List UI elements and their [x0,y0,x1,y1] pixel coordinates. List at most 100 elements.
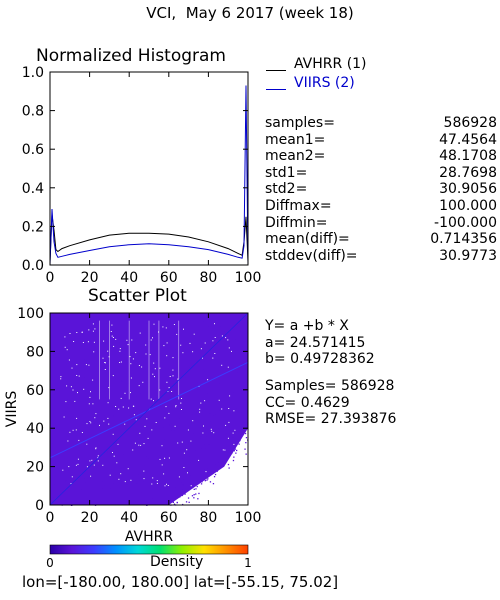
scatter-gap [198,459,200,461]
scatter-point [104,415,106,417]
scatter-point [166,395,169,398]
scatter-point [96,350,98,352]
scatter-point [90,481,92,483]
scatter-point [237,339,239,341]
scatter-point [96,338,98,340]
scatter-point [177,333,179,335]
scatter-point [209,412,211,414]
scatter-point [78,380,80,382]
scatter-point [200,444,203,446]
scatter-point [167,334,169,336]
scatter-point [96,356,98,358]
scatter-gap [81,331,83,333]
scatter-point [204,361,206,363]
scatter-gap [68,359,70,361]
scatter-point [234,323,236,325]
scatter-point [164,438,166,440]
scatter-point [105,384,107,386]
scatter-point [203,371,205,373]
scatter-point [169,437,171,439]
scatter-point [123,339,125,341]
scatter-point [98,425,100,427]
scatter-point [165,485,167,487]
scatter-gap [183,328,184,330]
scatter-gap [161,464,163,466]
scatter-point [98,483,101,486]
scatter-gap [165,406,167,408]
scatter-gap [227,339,229,341]
scatter-point [229,357,231,359]
scatter-point [207,425,209,427]
scatter-point [229,442,231,444]
scatter-point [75,410,77,412]
scatter-point [184,493,186,495]
scatter-gap [174,425,176,427]
scatter-point [110,352,112,354]
scatter-point [140,317,142,319]
scatter-point [138,449,141,451]
scatter-point [166,472,168,474]
stat-value: 28.7698 [439,164,497,181]
scatter-point [201,461,203,463]
scatter-point [224,379,227,381]
scatter-point [212,419,215,421]
scatter-gap [82,342,84,343]
scatter-point [173,503,176,505]
scatter-point [184,426,186,428]
scatter-point [84,447,86,449]
scatter-gap [199,408,201,410]
scatter-point [245,442,247,444]
scatter-point [197,498,199,500]
scatter-point [63,477,65,480]
scatter-gap [150,339,152,341]
scatter-point [96,462,98,464]
scatter-point [94,488,97,490]
scatter-gap [164,485,166,487]
scatter-gap [90,391,91,393]
scatter-point [185,480,187,482]
scatter-point [228,404,231,406]
scatter-gap [67,440,69,442]
scatter-point [119,498,121,500]
scatter-point [204,434,207,437]
scatter-point [181,341,183,343]
scatter-point [78,501,81,504]
scatter-point [183,442,186,444]
scatter-point [176,385,178,387]
scatter-point [214,319,216,321]
scatter-point [175,372,177,374]
scatter-ytick-label: 100 [17,306,44,322]
scatter-point [111,458,114,460]
fit-equation: Y= a +b * X [265,318,349,334]
scatter-point [133,357,135,359]
scatter-point [121,380,123,382]
scatter-point [187,373,189,376]
scatter-point [125,462,127,464]
scatter-point [100,423,102,425]
scatter-gap [120,397,122,399]
scatter-gap [130,377,132,379]
scatter-gap [77,463,79,465]
scatter-gap [115,338,117,340]
scatter-point [161,332,163,335]
scatter-point [208,372,210,374]
scatter-gap [139,332,141,334]
scatter-point [193,378,195,380]
scatter-point [121,413,124,415]
scatter-point [152,498,154,501]
scatter-point [206,448,208,450]
scatter-point [50,501,53,503]
scatter-point [126,412,128,414]
scatter-gap [68,466,70,468]
scatter-point [138,431,140,433]
scatter-gap [172,375,174,377]
scatter-point [76,371,78,373]
scatter-point [138,334,140,337]
scatter-point [188,456,190,458]
scatter-point [131,404,133,406]
scatter-point [104,481,107,483]
scatter-point [121,380,123,382]
scatter-point [163,353,165,355]
scatter-point [166,330,169,333]
scatter-gap [90,422,92,424]
